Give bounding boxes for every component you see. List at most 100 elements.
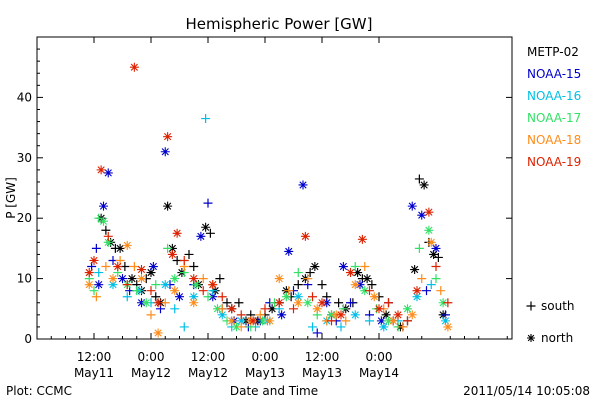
data-point-south: [327, 316, 336, 326]
x-tick-time-label: 12:00: [77, 350, 112, 364]
data-point-south: [365, 286, 374, 296]
data-point-north: [89, 255, 99, 265]
data-point-north: [189, 298, 199, 308]
data-point-north: [379, 322, 389, 332]
data-point-north: [298, 180, 308, 190]
x-tick-date-label: May13: [245, 366, 285, 380]
data-point-north: [317, 298, 327, 308]
data-point-south: [414, 243, 424, 253]
x-axis-tick-labels: 12:00 May11 0:00 May12 12:00 May12 0:00 May13 12…: [74, 350, 399, 380]
data-point-south: [398, 322, 408, 332]
data-point-north: [312, 304, 322, 314]
data-point-north: [426, 237, 436, 247]
x-tick-time-label: 0:00: [138, 350, 165, 364]
data-point-south: [201, 114, 211, 124]
data-point-south: [431, 262, 441, 272]
x-axis-label: Date and Time: [230, 384, 318, 398]
data-points: [84, 62, 453, 338]
data-point-north: [265, 316, 275, 326]
data-point-north: [376, 316, 386, 326]
data-point-south: [189, 262, 199, 272]
data-point-north: [213, 304, 222, 314]
marker-legend-label: south: [541, 299, 575, 313]
data-point-north: [208, 280, 218, 290]
data-point-south: [217, 292, 227, 302]
data-point-north: [353, 268, 363, 278]
data-point-north: [241, 316, 251, 326]
data-point-south: [436, 286, 446, 296]
data-point-north: [248, 316, 258, 326]
data-point-north: [310, 262, 320, 272]
data-point-south: [305, 268, 315, 278]
data-point-south: [146, 310, 156, 320]
data-point-north: [189, 292, 199, 302]
x-tick-date-label: May12: [188, 366, 228, 380]
data-point-north: [438, 298, 448, 308]
data-point-north: [360, 286, 370, 296]
data-point-south: [317, 280, 327, 290]
x-tick-time-label: 12:00: [305, 350, 340, 364]
data-point-south: [365, 316, 374, 326]
marker-legend-star-icon: [527, 334, 535, 342]
data-point-south: [414, 174, 424, 184]
data-point-south: [350, 262, 360, 272]
data-point-north: [424, 225, 434, 235]
data-point-north: [141, 298, 151, 308]
data-point-north: [381, 310, 391, 320]
data-point-south: [146, 286, 156, 296]
data-point-north: [293, 292, 303, 302]
data-point-north: [170, 274, 180, 284]
data-point-north: [362, 274, 372, 284]
data-point-south: [122, 292, 132, 302]
data-point-south: [91, 292, 101, 302]
data-point-north: [327, 310, 336, 320]
data-point-north: [429, 249, 439, 259]
data-point-north: [160, 280, 170, 290]
data-point-north: [431, 243, 441, 253]
data-point-south: [403, 316, 412, 326]
y-tick-label: 10: [17, 272, 32, 286]
data-point-north: [84, 280, 94, 290]
data-point-north: [115, 243, 125, 253]
data-point-south: [426, 280, 436, 290]
marker-legend-plus-icon: [526, 301, 536, 311]
data-point-south: [360, 262, 370, 272]
data-point-north: [201, 222, 211, 232]
data-point-south: [336, 322, 346, 332]
chart-title: Hemispheric Power [GW]: [186, 15, 373, 33]
data-point-north: [172, 228, 182, 238]
data-point-north: [153, 298, 163, 308]
y-tick-label: 40: [17, 90, 32, 104]
data-point-south: [293, 280, 303, 290]
data-point-south: [346, 298, 355, 308]
data-point-north: [163, 132, 173, 142]
data-point-south: [203, 198, 213, 208]
data-point-north: [274, 274, 284, 284]
data-point-south: [163, 243, 173, 253]
footer-timestamp: 2011/05/14 10:05:08: [463, 384, 590, 398]
data-point-north: [170, 286, 180, 296]
footer-plot-credit: Plot: CCMC: [6, 384, 72, 398]
data-point-north: [99, 216, 108, 226]
x-tick-time-label: 12:00: [191, 350, 226, 364]
data-point-south: [94, 268, 104, 278]
data-point-north: [84, 268, 94, 278]
data-point-south: [217, 304, 227, 314]
data-point-south: [236, 310, 246, 320]
data-point-north: [388, 316, 398, 326]
legend-entry: METP-02: [527, 45, 579, 59]
data-point-south: [101, 262, 111, 272]
data-point-north: [99, 201, 108, 211]
data-point-north: [232, 322, 241, 332]
data-point-south: [198, 274, 208, 284]
data-point-north: [236, 316, 246, 326]
data-point-south: [179, 322, 189, 332]
data-point-north: [113, 262, 123, 272]
y-tick-label: 20: [17, 211, 32, 225]
x-tick-date-label: May13: [302, 366, 342, 380]
data-point-north: [153, 328, 163, 338]
data-point-south: [303, 274, 313, 284]
data-point-north: [417, 210, 427, 220]
data-point-north: [419, 180, 429, 190]
data-point-south: [422, 286, 431, 296]
